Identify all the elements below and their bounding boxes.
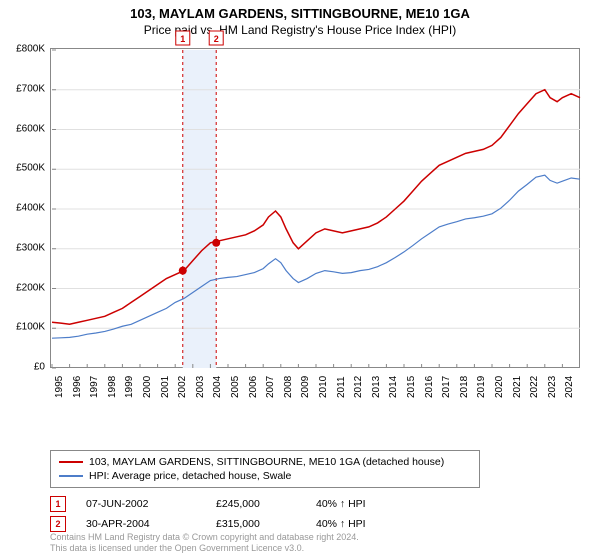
sale-row: 2 30-APR-2004 £315,000 40% ↑ HPI xyxy=(50,514,396,534)
x-axis-label: 2004 xyxy=(212,376,223,398)
x-axis-label: 2015 xyxy=(406,376,417,398)
sales-table: 1 07-JUN-2002 £245,000 40% ↑ HPI 2 30-APR-200… xyxy=(50,494,396,534)
x-axis-label: 2021 xyxy=(512,376,523,398)
sale-price: £245,000 xyxy=(216,498,296,510)
x-axis-label: 2009 xyxy=(300,376,311,398)
footer-attribution: Contains HM Land Registry data © Crown c… xyxy=(50,532,359,554)
y-axis-label: £700K xyxy=(1,83,45,94)
y-axis-label: £600K xyxy=(1,123,45,134)
y-axis-label: £200K xyxy=(1,282,45,293)
x-axis-label: 2000 xyxy=(142,376,153,398)
svg-text:1: 1 xyxy=(180,34,185,44)
footer-line-2: This data is licensed under the Open Gov… xyxy=(50,543,359,554)
x-axis-label: 2008 xyxy=(283,376,294,398)
x-axis-label: 2017 xyxy=(441,376,452,398)
x-axis-label: 2001 xyxy=(160,376,171,398)
y-axis-label: £100K xyxy=(1,322,45,333)
x-axis-label: 1996 xyxy=(72,376,83,398)
x-axis-label: 1997 xyxy=(89,376,100,398)
y-axis-label: £800K xyxy=(1,44,45,55)
x-axis-label: 1999 xyxy=(124,376,135,398)
x-axis-label: 2003 xyxy=(195,376,206,398)
legend-swatch xyxy=(59,475,83,477)
sale-row: 1 07-JUN-2002 £245,000 40% ↑ HPI xyxy=(50,494,396,514)
x-axis-label: 2006 xyxy=(248,376,259,398)
y-axis-label: £500K xyxy=(1,163,45,174)
legend-row: 103, MAYLAM GARDENS, SITTINGBOURNE, ME10… xyxy=(59,455,471,469)
sale-badge: 1 xyxy=(50,496,66,512)
sale-date: 07-JUN-2002 xyxy=(86,498,196,510)
legend-row: HPI: Average price, detached house, Swal… xyxy=(59,469,471,483)
page-subtitle: Price paid vs. HM Land Registry's House … xyxy=(0,23,600,37)
legend-label: 103, MAYLAM GARDENS, SITTINGBOURNE, ME10… xyxy=(89,456,444,468)
legend-label: HPI: Average price, detached house, Swal… xyxy=(89,470,291,482)
x-axis-label: 2005 xyxy=(230,376,241,398)
sale-date: 30-APR-2004 xyxy=(86,518,196,530)
y-axis-label: £300K xyxy=(1,242,45,253)
x-axis-label: 2018 xyxy=(459,376,470,398)
x-axis-label: 2013 xyxy=(371,376,382,398)
x-axis-label: 2019 xyxy=(476,376,487,398)
y-axis-label: £400K xyxy=(1,203,45,214)
x-axis-label: 2022 xyxy=(529,376,540,398)
svg-text:2: 2 xyxy=(214,34,219,44)
x-axis-label: 2023 xyxy=(547,376,558,398)
legend: 103, MAYLAM GARDENS, SITTINGBOURNE, ME10… xyxy=(50,450,480,488)
page-title: 103, MAYLAM GARDENS, SITTINGBOURNE, ME10… xyxy=(0,6,600,21)
footer-line-1: Contains HM Land Registry data © Crown c… xyxy=(50,532,359,543)
sale-badge: 2 xyxy=(50,516,66,532)
y-axis-label: £0 xyxy=(1,362,45,373)
x-axis-label: 2002 xyxy=(177,376,188,398)
x-axis-label: 2020 xyxy=(494,376,505,398)
sale-hpi: 40% ↑ HPI xyxy=(316,498,396,510)
x-axis-label: 2007 xyxy=(265,376,276,398)
sale-hpi: 40% ↑ HPI xyxy=(316,518,396,530)
legend-swatch xyxy=(59,461,83,463)
x-axis-label: 1995 xyxy=(54,376,65,398)
x-axis-label: 1998 xyxy=(107,376,118,398)
x-axis-label: 2016 xyxy=(424,376,435,398)
x-axis-label: 2012 xyxy=(353,376,364,398)
x-axis-label: 2010 xyxy=(318,376,329,398)
x-axis-label: 2024 xyxy=(564,376,575,398)
sale-price: £315,000 xyxy=(216,518,296,530)
x-axis-label: 2014 xyxy=(388,376,399,398)
x-axis-label: 2011 xyxy=(336,376,347,398)
chart: £0£100K£200K£300K£400K£500K£600K£700K£80… xyxy=(50,48,580,408)
plot-area: 12 xyxy=(50,48,580,368)
